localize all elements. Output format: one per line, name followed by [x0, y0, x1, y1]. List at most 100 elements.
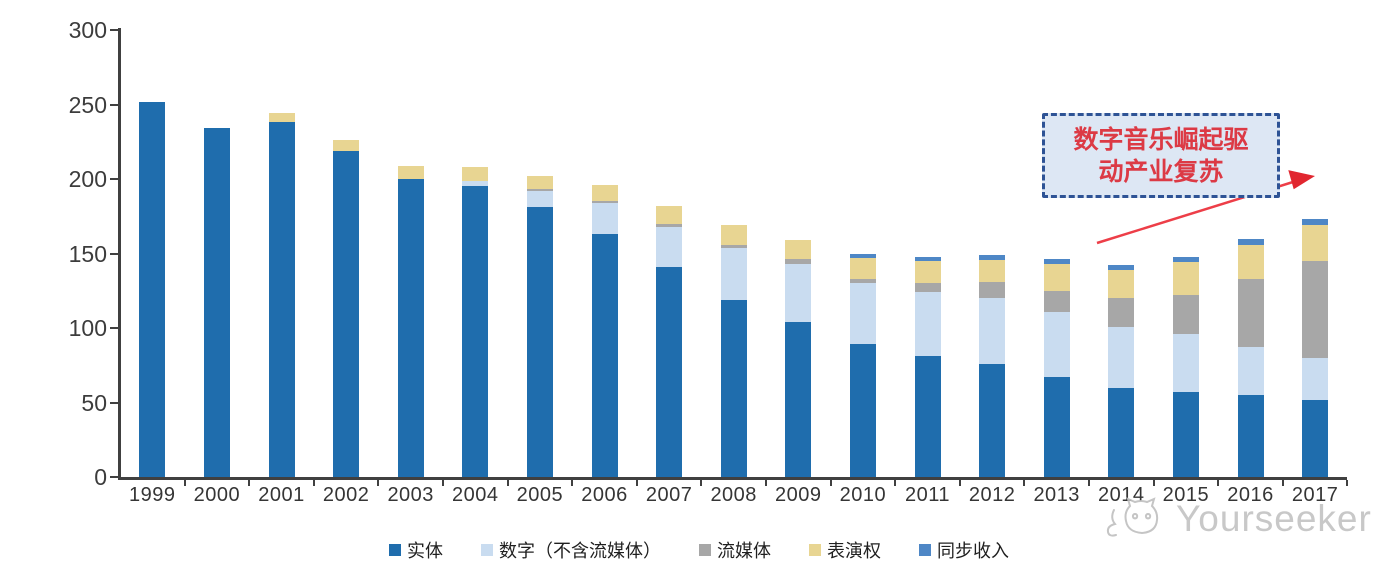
bar-segment-流媒体 [1237, 278, 1264, 348]
bar-2010 [849, 253, 876, 477]
bar-segment-实体 [1043, 377, 1070, 477]
bar-segment-表演权 [591, 185, 618, 202]
bar-segment-表演权 [979, 259, 1006, 282]
bar-segment-流媒体 [1043, 290, 1070, 312]
x-axis-label: 2006 [581, 484, 628, 506]
bar-segment-实体 [914, 356, 941, 477]
y-axis-tick [110, 252, 119, 255]
y-axis-label: 150 [68, 240, 107, 267]
y-axis-label: 100 [68, 315, 107, 341]
bar-segment-同步收入 [849, 253, 876, 258]
bar-segment-实体 [397, 179, 424, 477]
bar-segment-同步收入 [1043, 259, 1070, 264]
bar-1999 [139, 101, 166, 477]
x-axis-label: 2000 [193, 484, 241, 506]
x-axis-tick [1217, 480, 1220, 486]
x-axis-label: 1999 [129, 484, 176, 506]
legend-marker-icon [699, 544, 711, 556]
x-axis-tick [700, 480, 703, 486]
x-axis-label: 2011 [904, 484, 950, 506]
annotation-callout: 数字音乐崛起驱 动产业复苏 [1042, 113, 1280, 198]
annotation-text-line2: 动产业复苏 [1098, 157, 1224, 186]
bar-segment-流媒体 [656, 223, 683, 227]
bar-segment-数字（不含流媒体） [1108, 326, 1135, 388]
y-axis-tick [110, 476, 119, 478]
x-axis-tick [958, 480, 961, 486]
y-axis-line [118, 28, 121, 480]
bar-segment-实体 [656, 266, 683, 477]
bar-segment-数字（不含流媒体） [720, 247, 747, 300]
x-axis-label: 2009 [775, 484, 822, 506]
x-axis-tick [765, 480, 767, 486]
bar-segment-流媒体 [979, 281, 1006, 299]
x-axis-tick [248, 480, 251, 486]
x-axis-label: 2002 [322, 484, 370, 506]
x-axis-tick [1023, 480, 1026, 486]
y-axis-tick [110, 178, 119, 180]
x-axis-label: 2017 [1291, 484, 1339, 506]
bar-segment-数字（不含流媒体） [785, 263, 812, 323]
y-axis-label: 50 [81, 389, 107, 416]
x-axis-tick [506, 480, 509, 486]
bar-segment-同步收入 [1302, 219, 1329, 226]
bar-segment-流媒体 [1108, 298, 1135, 327]
bar-segment-数字（不含流媒体） [1172, 333, 1199, 393]
bar-segment-数字（不含流媒体） [591, 202, 618, 235]
bar-segment-数字（不含流媒体） [656, 226, 683, 267]
bar-2007 [656, 205, 683, 477]
bar-segment-表演权 [656, 205, 683, 224]
bar-segment-实体 [1302, 399, 1329, 477]
x-axis-tick [1346, 480, 1349, 486]
bar-segment-数字（不含流媒体） [1043, 311, 1070, 378]
bar-segment-实体 [333, 150, 360, 477]
bar-segment-流媒体 [914, 283, 941, 293]
x-axis-label: 2001 [258, 484, 305, 506]
x-axis-tick [1152, 480, 1155, 486]
x-axis-tick [1281, 480, 1284, 486]
bar-segment-表演权 [849, 257, 876, 279]
bar-segment-同步收入 [914, 256, 941, 261]
x-axis-tick [1088, 480, 1090, 486]
bar-segment-表演权 [462, 167, 489, 181]
bar-segment-实体 [1237, 395, 1264, 477]
bar-segment-表演权 [526, 176, 553, 190]
bar-segment-流媒体 [591, 201, 618, 203]
bar-segment-实体 [462, 186, 489, 477]
y-axis-label: 0 [94, 464, 107, 490]
legend-marker-icon [919, 544, 931, 556]
bar-segment-实体 [591, 234, 618, 477]
bar-2003 [397, 165, 424, 477]
bar-segment-表演权 [1237, 244, 1264, 279]
bar-2002 [333, 140, 360, 477]
bar-segment-实体 [785, 322, 812, 477]
bar-2005 [526, 176, 553, 477]
x-axis-tick [635, 480, 638, 486]
y-axis-label: 200 [68, 166, 107, 192]
legend-item: 数字（不含流媒体） [481, 537, 661, 563]
bar-segment-同步收入 [1172, 256, 1199, 263]
legend-label: 实体 [407, 541, 443, 561]
x-axis-line [118, 477, 1348, 480]
cat-logo-icon [1106, 497, 1159, 537]
bar-2011 [914, 256, 941, 477]
x-axis-label: 2003 [387, 484, 434, 506]
legend-item: 流媒体 [699, 537, 771, 563]
bar-segment-表演权 [785, 240, 812, 260]
bar-segment-数字（不含流媒体） [462, 180, 489, 187]
bar-2012 [979, 255, 1006, 477]
bar-segment-表演权 [1172, 262, 1199, 296]
legend-item: 表演权 [809, 537, 881, 563]
annotation-text-line1: 数字音乐崛起驱 [1073, 125, 1249, 154]
legend-label: 数字（不含流媒体） [499, 541, 661, 561]
x-axis-tick [894, 480, 897, 486]
x-axis-tick [377, 480, 380, 486]
bar-segment-同步收入 [979, 255, 1006, 260]
legend-label: 表演权 [827, 541, 881, 561]
legend-marker-icon [481, 544, 493, 556]
bar-segment-数字（不含流媒体） [979, 298, 1006, 364]
bar-segment-实体 [720, 299, 747, 477]
x-axis-label: 2016 [1227, 484, 1274, 506]
x-axis-tick [442, 480, 444, 486]
bar-2006 [591, 185, 618, 477]
y-axis-tick [110, 29, 119, 31]
